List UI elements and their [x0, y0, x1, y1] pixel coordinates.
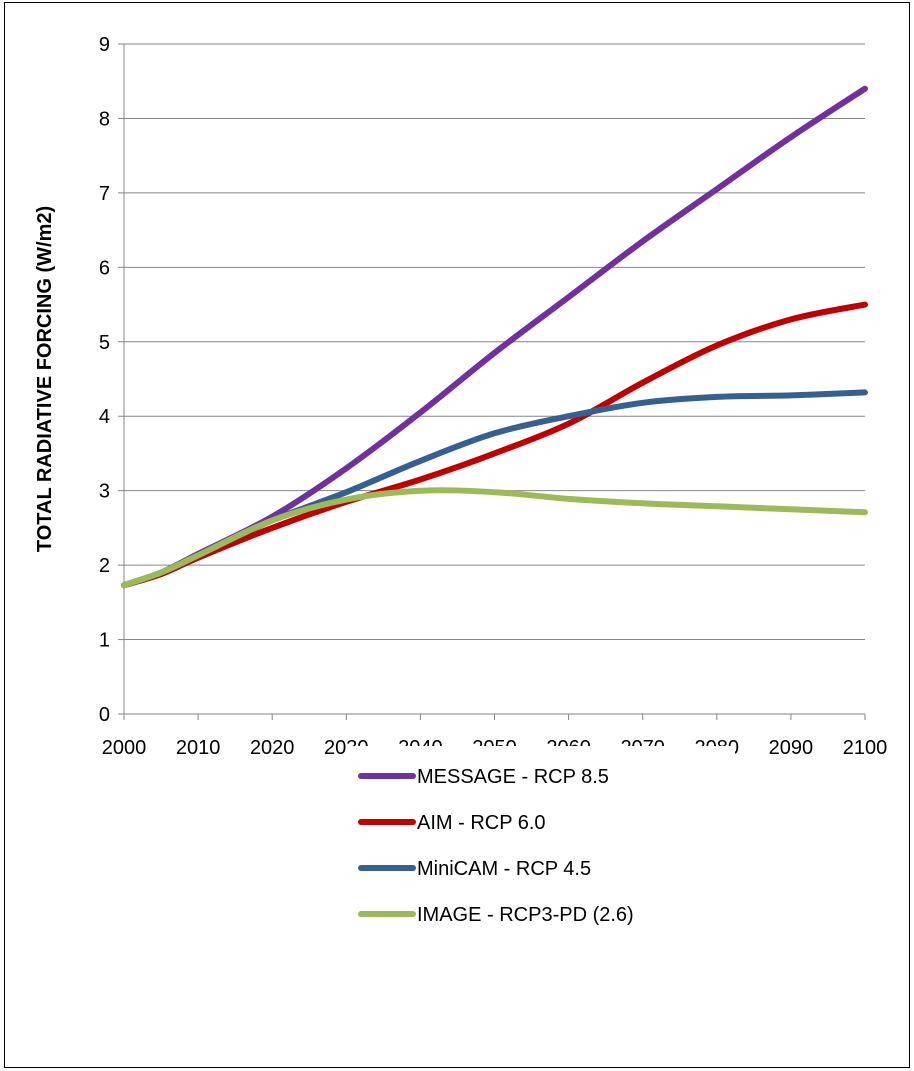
y-tick-label: 5	[99, 332, 110, 354]
y-tick-label: 8	[99, 108, 110, 130]
y-tick-label: 9	[99, 34, 110, 56]
series-line-minicam	[121, 389, 868, 589]
legend: MESSAGE - RCP 8.5 AIM - RCP 6.0 MiniCAM - …	[347, 746, 735, 940]
legend-label: MiniCAM - RCP 4.5	[417, 858, 591, 880]
gridlines	[124, 43, 865, 641]
x-tick-label: 2000	[102, 737, 147, 759]
series-line-image	[121, 487, 868, 589]
axes	[118, 43, 866, 720]
legend-label: IMAGE - RCP3-PD (2.6)	[417, 904, 634, 926]
y-tick-label: 1	[99, 630, 110, 652]
y-tick-label: 7	[99, 183, 110, 205]
series-line-aim	[121, 301, 868, 589]
y-tick-label: 3	[99, 481, 110, 503]
y-tick-label: 2	[99, 555, 110, 577]
legend-label: MESSAGE - RCP 8.5	[417, 766, 609, 788]
y-tick-label: 4	[99, 406, 110, 428]
x-tick-label: 2020	[250, 737, 295, 759]
x-tick-label: 2100	[843, 737, 888, 759]
y-tick-label: 6	[99, 257, 110, 279]
legend-label: AIM - RCP 6.0	[417, 812, 546, 834]
x-tick-label: 2090	[769, 737, 814, 759]
x-tick-label: 2010	[176, 737, 221, 759]
y-axis-label: TOTAL RADIATIVE FORCING (W/m2)	[34, 206, 56, 552]
y-tick-labels: 0 1 2 3 4 5 6 7 8 9	[99, 34, 110, 726]
y-tick-label: 0	[99, 704, 110, 726]
series-lines	[121, 85, 868, 589]
